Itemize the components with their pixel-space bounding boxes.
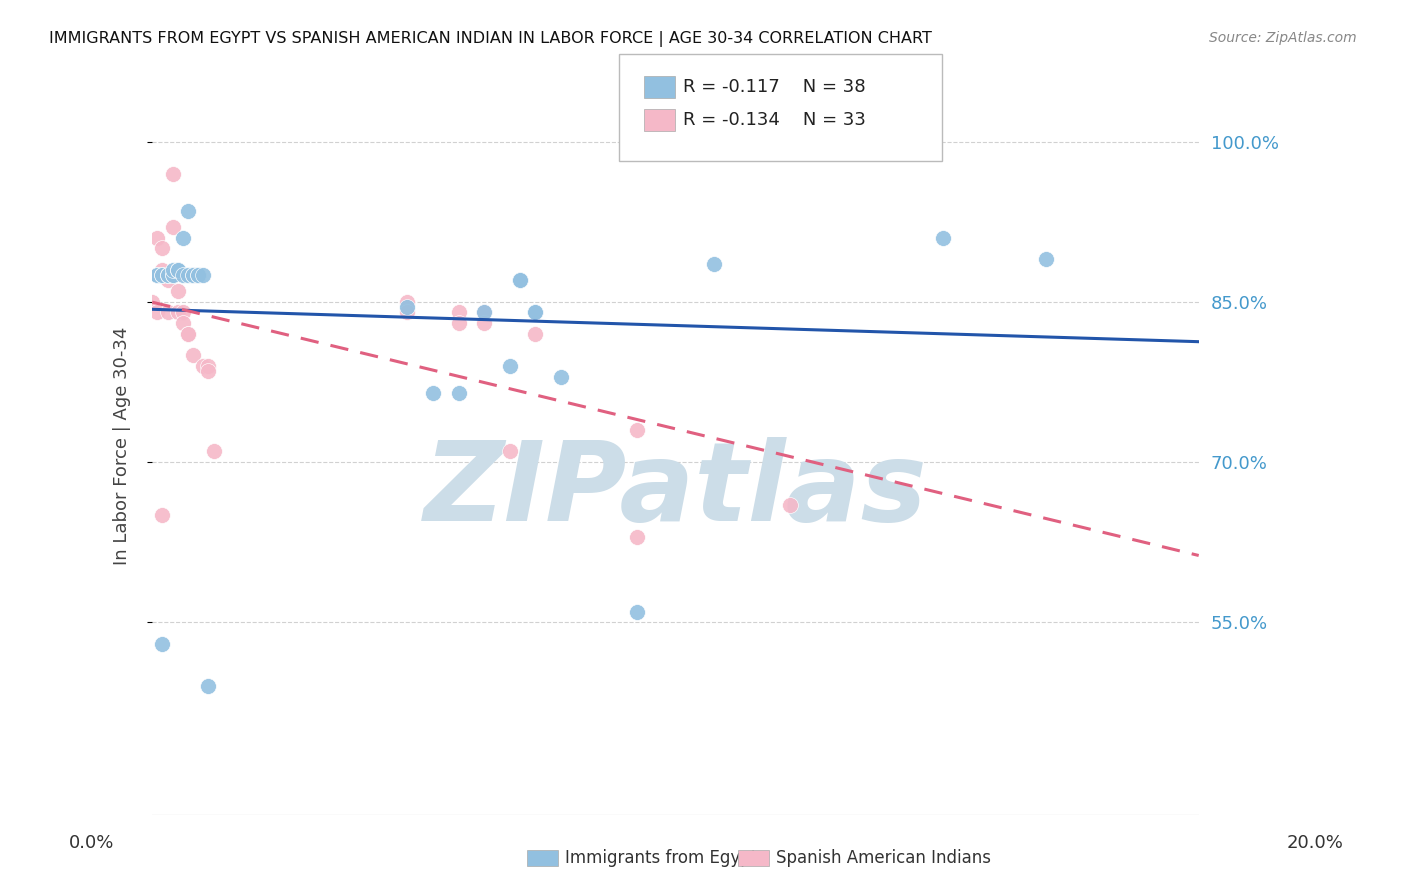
Spanish American Indians [166, 305, 188, 319]
Immigrants from Egypt [152, 637, 174, 651]
Spanish American Indians [202, 444, 225, 458]
Spanish American Indians [197, 364, 219, 378]
Immigrants from Egypt [524, 305, 547, 319]
Spanish American Indians [177, 326, 200, 341]
Spanish American Indians [156, 273, 179, 287]
Spanish American Indians [498, 444, 520, 458]
Spanish American Indians [447, 316, 470, 330]
Immigrants from Egypt [166, 262, 188, 277]
Immigrants from Egypt [550, 369, 572, 384]
Text: Source: ZipAtlas.com: Source: ZipAtlas.com [1209, 31, 1357, 45]
Spanish American Indians [162, 167, 184, 181]
Spanish American Indians [626, 530, 648, 544]
Immigrants from Egypt [162, 268, 184, 282]
Immigrants from Egypt [172, 230, 194, 244]
Spanish American Indians [779, 498, 801, 512]
Immigrants from Egypt [626, 605, 648, 619]
Text: 0.0%: 0.0% [69, 834, 114, 852]
Immigrants from Egypt [181, 268, 204, 282]
Spanish American Indians [146, 305, 169, 319]
Immigrants from Egypt [447, 385, 470, 400]
Spanish American Indians [152, 262, 174, 277]
Spanish American Indians [146, 230, 169, 244]
Spanish American Indians [524, 326, 547, 341]
Spanish American Indians [626, 423, 648, 437]
Immigrants from Egypt [472, 305, 495, 319]
Immigrants from Egypt [152, 268, 174, 282]
Y-axis label: In Labor Force | Age 30-34: In Labor Force | Age 30-34 [114, 326, 131, 566]
Immigrants from Egypt [1035, 252, 1057, 266]
Spanish American Indians [152, 241, 174, 255]
Text: ZIPatlas: ZIPatlas [423, 437, 928, 544]
Spanish American Indians [193, 359, 215, 373]
Text: R = -0.134    N = 33: R = -0.134 N = 33 [683, 112, 866, 129]
Immigrants from Egypt [177, 204, 200, 219]
Immigrants from Egypt [187, 268, 209, 282]
Immigrants from Egypt [509, 273, 531, 287]
Immigrants from Egypt [166, 262, 188, 277]
Spanish American Indians [181, 348, 204, 362]
Spanish American Indians [141, 294, 163, 309]
Spanish American Indians [166, 284, 188, 298]
Spanish American Indians [447, 305, 470, 319]
Immigrants from Egypt [187, 268, 209, 282]
Spanish American Indians [472, 305, 495, 319]
Immigrants from Egypt [181, 268, 204, 282]
Immigrants from Egypt [524, 305, 547, 319]
Immigrants from Egypt [498, 359, 520, 373]
Immigrants from Egypt [509, 273, 531, 287]
Immigrants from Egypt [162, 268, 184, 282]
Immigrants from Egypt [152, 268, 174, 282]
Text: R = -0.117    N = 38: R = -0.117 N = 38 [683, 78, 866, 96]
Spanish American Indians [472, 316, 495, 330]
Immigrants from Egypt [146, 268, 169, 282]
Spanish American Indians [172, 316, 194, 330]
Text: 20.0%: 20.0% [1286, 834, 1343, 852]
Immigrants from Egypt [193, 268, 215, 282]
Immigrants from Egypt [166, 262, 188, 277]
Immigrants from Egypt [422, 385, 444, 400]
Spanish American Indians [177, 326, 200, 341]
Spanish American Indians [197, 359, 219, 373]
Immigrants from Egypt [156, 268, 179, 282]
Text: Immigrants from Egypt: Immigrants from Egypt [565, 849, 758, 867]
Spanish American Indians [156, 305, 179, 319]
Text: Spanish American Indians: Spanish American Indians [776, 849, 991, 867]
Immigrants from Egypt [177, 268, 200, 282]
Spanish American Indians [152, 508, 174, 523]
Spanish American Indians [396, 305, 419, 319]
Immigrants from Egypt [197, 679, 219, 693]
Text: IMMIGRANTS FROM EGYPT VS SPANISH AMERICAN INDIAN IN LABOR FORCE | AGE 30-34 CORR: IMMIGRANTS FROM EGYPT VS SPANISH AMERICA… [49, 31, 932, 47]
Immigrants from Egypt [396, 300, 419, 314]
Immigrants from Egypt [156, 268, 179, 282]
Spanish American Indians [172, 305, 194, 319]
Immigrants from Egypt [932, 230, 955, 244]
Immigrants from Egypt [156, 268, 179, 282]
Immigrants from Egypt [703, 257, 725, 271]
Spanish American Indians [162, 219, 184, 234]
Immigrants from Egypt [162, 262, 184, 277]
Immigrants from Egypt [146, 268, 169, 282]
Spanish American Indians [156, 268, 179, 282]
Spanish American Indians [396, 294, 419, 309]
Immigrants from Egypt [172, 268, 194, 282]
